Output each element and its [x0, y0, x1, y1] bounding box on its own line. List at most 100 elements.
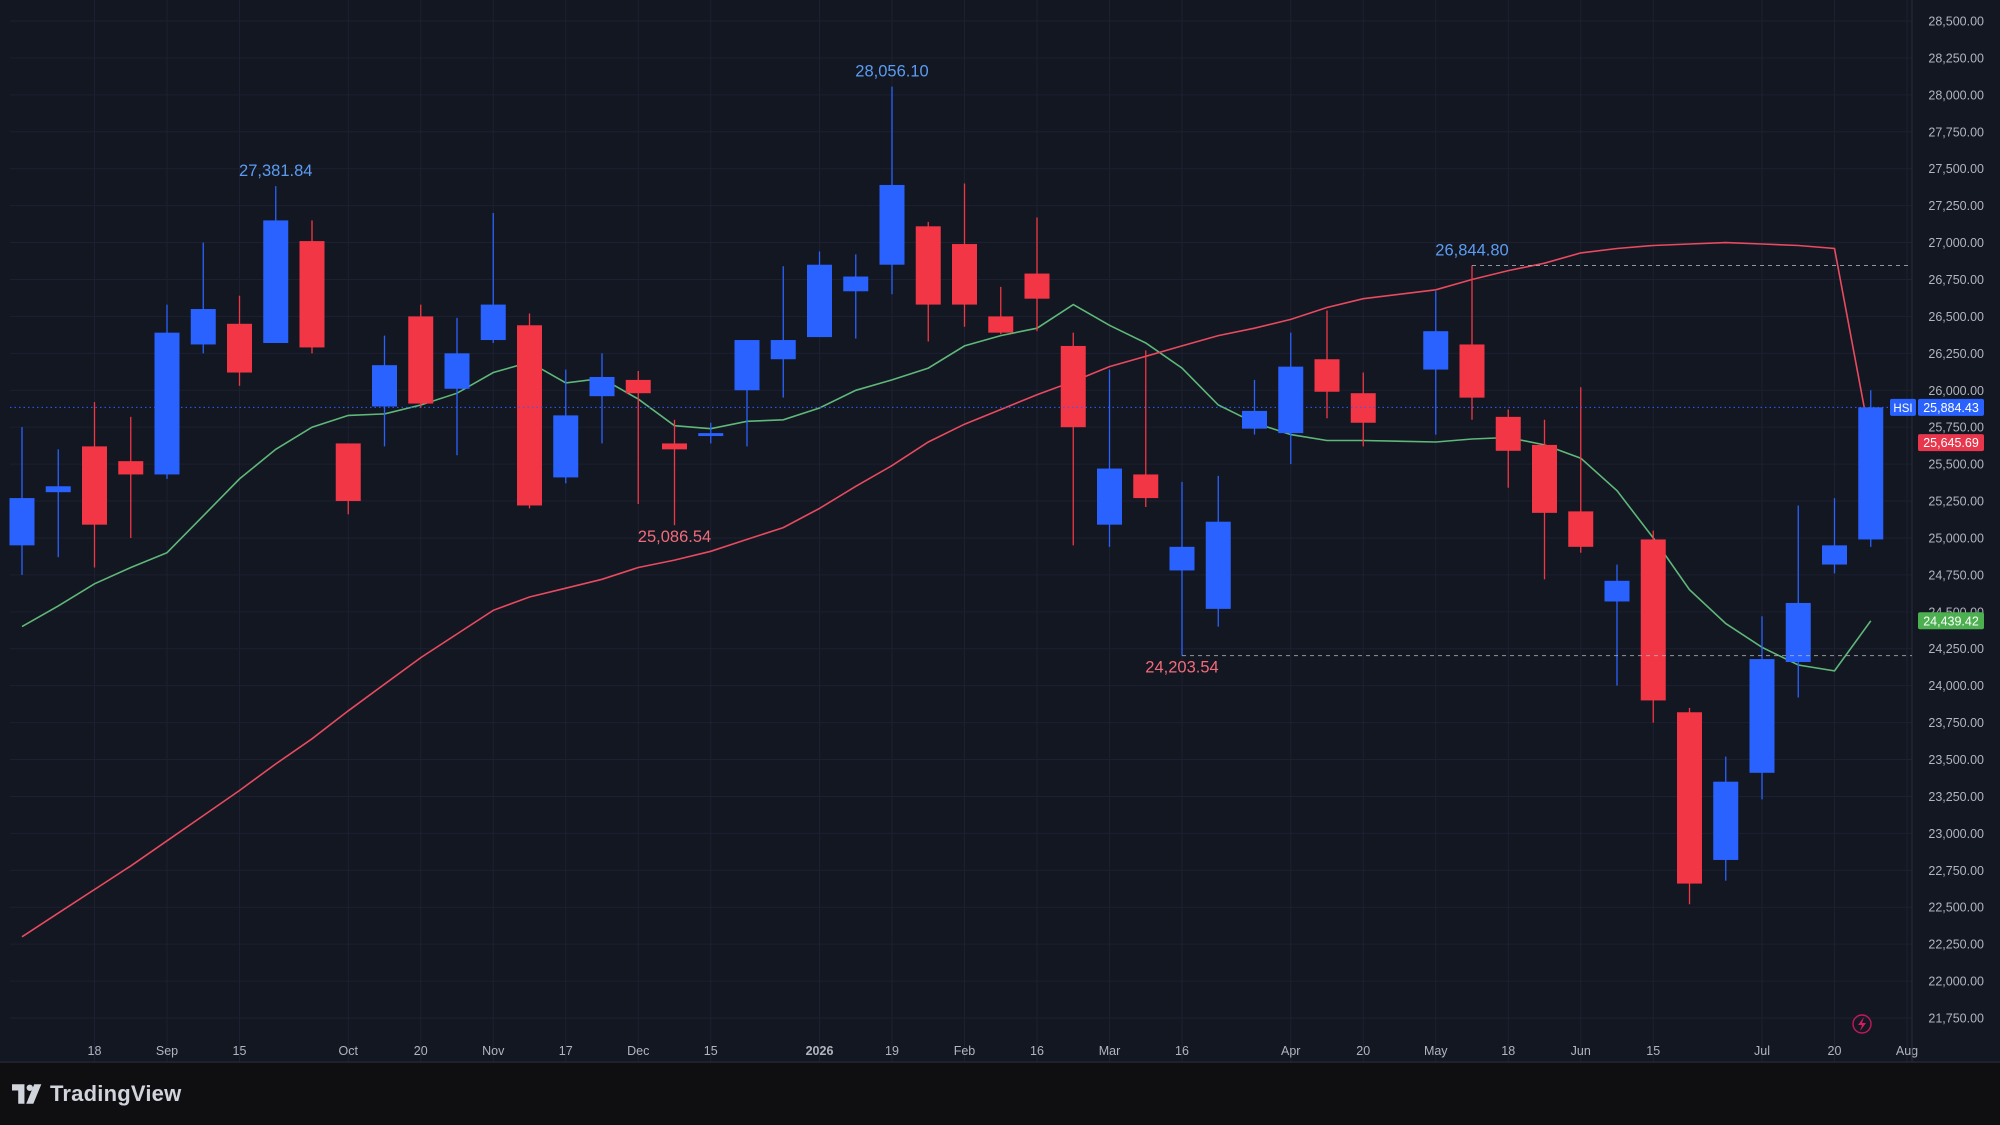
- candle: [589, 353, 615, 444]
- candle: [952, 183, 977, 327]
- candle: [1604, 564, 1630, 686]
- price-tick-label: 22,500.00: [1928, 901, 1984, 915]
- price-tick-label: 27,000.00: [1928, 236, 1984, 250]
- price-tick-label: 22,750.00: [1928, 864, 1984, 878]
- candle-body: [843, 276, 869, 292]
- candle: [82, 402, 107, 568]
- high-label: 27,381.84: [239, 162, 312, 180]
- low-label: 24,203.54: [1145, 659, 1218, 677]
- high-label: 28,056.10: [855, 63, 928, 81]
- time-axis[interactable]: 18 Sep 15 Oct 20 Nov 17 Dec 15 2026 19 Feb 16 Mar 16 Ap…: [0, 1044, 2000, 1125]
- candle-body: [1314, 359, 1340, 392]
- footer-bar: [0, 1063, 2000, 1125]
- symbol-badge: [1890, 398, 1916, 416]
- candle-body: [1785, 602, 1811, 663]
- price-tick-label: 28,250.00: [1928, 51, 1984, 65]
- price-tick-label: 25,250.00: [1928, 495, 1984, 509]
- candle-body: [1640, 539, 1666, 701]
- candle-body: [9, 498, 35, 546]
- candle: [118, 416, 144, 538]
- price-label-box: [1918, 398, 1984, 416]
- price-tick-label: 21,750.00: [1928, 1012, 1984, 1026]
- candle-body: [227, 323, 252, 373]
- candle: [662, 419, 687, 526]
- candle: [45, 449, 71, 558]
- price-axis[interactable]: 21,750.00 22,000.00 22,250.00 22,500.00 22,7…: [1911, 0, 1984, 1062]
- price-tick-label: 26,250.00: [1928, 347, 1984, 361]
- chart-background: [0, 0, 2000, 1065]
- price-tick-label: 23,000.00: [1928, 827, 1984, 841]
- candle-body: [1677, 712, 1702, 884]
- candle-body: [444, 353, 470, 389]
- candle-body: [45, 486, 71, 493]
- candle-body: [118, 461, 144, 475]
- candle-body: [1568, 511, 1594, 547]
- candle-body: [1532, 444, 1557, 513]
- price-label-text: 25,884.43: [1923, 401, 1979, 415]
- candle-body: [1459, 344, 1485, 398]
- candle: [9, 427, 35, 575]
- time-tick-label: Jun: [1571, 1044, 1591, 1058]
- candle-body: [662, 443, 687, 450]
- tradingview-logo-icon: [12, 1084, 42, 1104]
- candle: [1024, 217, 1050, 332]
- time-tick-label: Feb: [954, 1044, 976, 1058]
- time-tick-label: Apr: [1281, 1044, 1300, 1058]
- candle: [444, 317, 470, 456]
- price-tick-label: 27,500.00: [1928, 162, 1984, 176]
- candle: [480, 213, 506, 343]
- time-tick-label: 20: [414, 1044, 428, 1058]
- candles[interactable]: [9, 86, 1884, 905]
- time-tick-label: Dec: [627, 1044, 649, 1058]
- candle-body: [335, 443, 361, 502]
- candle: [915, 221, 941, 342]
- price-label-box: [1918, 612, 1984, 630]
- candle-body: [734, 340, 760, 391]
- candle-body: [625, 379, 651, 394]
- candle: [154, 304, 180, 479]
- candle: [1133, 350, 1159, 507]
- price-tick-label: 28,000.00: [1928, 88, 1984, 102]
- candle-body: [952, 244, 977, 305]
- candle: [988, 286, 1014, 335]
- candle: [843, 254, 869, 339]
- candle-body: [190, 309, 216, 345]
- candle-body: [1495, 416, 1521, 451]
- candle-body: [1822, 545, 1847, 565]
- candle: [1568, 387, 1594, 553]
- candle: [190, 242, 216, 354]
- price-tick-label: 26,500.00: [1928, 310, 1984, 324]
- price-label-box: [1918, 434, 1984, 452]
- candle: [335, 443, 361, 515]
- candle: [1459, 265, 1485, 420]
- annotations: 27,381.84 28,056.10 26,844.80 25,086.54 24,2…: [10, 63, 1912, 677]
- candle: [1169, 481, 1195, 656]
- moving-averages: [21, 241, 1872, 938]
- candle-body: [299, 241, 325, 348]
- moving-average-slow-line: [21, 241, 1872, 938]
- candle: [770, 266, 796, 398]
- grid: [10, 0, 1912, 1062]
- time-tick-label: 19: [885, 1044, 899, 1058]
- moving-average-fast-line: [21, 303, 1872, 672]
- candle-body: [1242, 410, 1267, 429]
- candle-body: [517, 325, 542, 506]
- candle: [1314, 310, 1340, 419]
- price-tick-label: 23,500.00: [1928, 753, 1984, 767]
- candle-body: [807, 264, 832, 338]
- candle-body: [154, 332, 180, 475]
- price-tick-label: 25,500.00: [1928, 458, 1984, 472]
- candle-body: [1423, 331, 1449, 370]
- price-label-text: 25,645.69: [1923, 436, 1979, 450]
- candle: [1423, 291, 1449, 435]
- tradingview-watermark[interactable]: TradingView: [12, 1081, 181, 1107]
- lightning-icon[interactable]: [1852, 1014, 1872, 1034]
- candle-body: [589, 376, 615, 397]
- candle: [1242, 379, 1267, 435]
- candle-body: [82, 446, 107, 525]
- candle: [1350, 372, 1376, 447]
- low-label: 25,086.54: [638, 528, 711, 546]
- time-tick-label: 15: [233, 1044, 247, 1058]
